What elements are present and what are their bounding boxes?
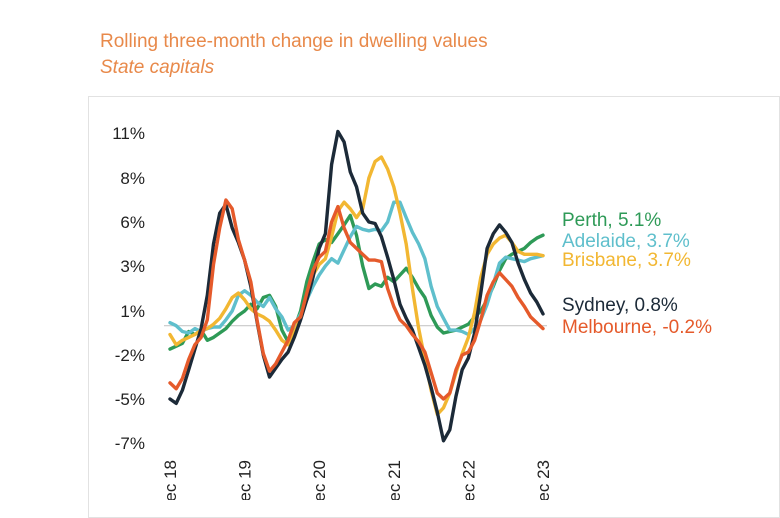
y-tick-label: -7% xyxy=(115,434,145,453)
line-chart: 11%8%6%3%1%-2%-5%-7% Dec 18 Dec 19 Dec 20 D… xyxy=(112,124,712,500)
chart-panel xyxy=(88,96,780,518)
y-tick-label: 11% xyxy=(112,124,145,143)
series-label-adelaide: Adelaide, 3.7% xyxy=(562,231,690,252)
y-tick-label: -5% xyxy=(115,390,145,409)
y-tick-label: 8% xyxy=(120,169,145,188)
x-axis: Dec 18 Dec 19 Dec 20 Dec 21 Dec 22 Dec 23 xyxy=(161,460,553,500)
series-label-melbourne: Melbourne, -0.2% xyxy=(562,317,712,338)
series-label-brisbane: Brisbane, 3.7% xyxy=(562,250,691,271)
x-tick-label: Dec 23 xyxy=(534,460,553,500)
series-line-sydney xyxy=(168,129,545,443)
x-tick-label: Dec 20 xyxy=(310,460,329,500)
x-tick-label: Dec 19 xyxy=(236,460,255,500)
series-label-perth: Perth, 5.1% xyxy=(562,210,661,231)
series-line-melbourne xyxy=(168,198,545,401)
chart-title: Rolling three-month change in dwelling v… xyxy=(100,31,488,52)
y-tick-label: -2% xyxy=(115,346,145,365)
y-axis: 11% 8% 6% 3% 1% -2% -5% -7% xyxy=(112,124,145,453)
series-line-brisbane xyxy=(168,155,545,417)
series-line-perth xyxy=(168,213,545,351)
series-label-sydney: Sydney, 0.8% xyxy=(562,295,678,316)
y-tick-label: 3% xyxy=(120,257,145,276)
chart-subtitle: State capitals xyxy=(100,57,215,78)
x-tick-label: Dec 21 xyxy=(385,460,404,500)
y-tick-label: 6% xyxy=(120,213,145,232)
x-tick-label: Dec 18 xyxy=(161,460,180,500)
series-line-adelaide xyxy=(168,200,545,337)
x-tick-label: Dec 22 xyxy=(459,460,478,500)
series-labels: Perth, 5.1%Adelaide, 3.7%Brisbane, 3.7% S… xyxy=(562,210,712,338)
y-tick-label: 1% xyxy=(120,302,145,321)
series-lines xyxy=(168,129,545,443)
